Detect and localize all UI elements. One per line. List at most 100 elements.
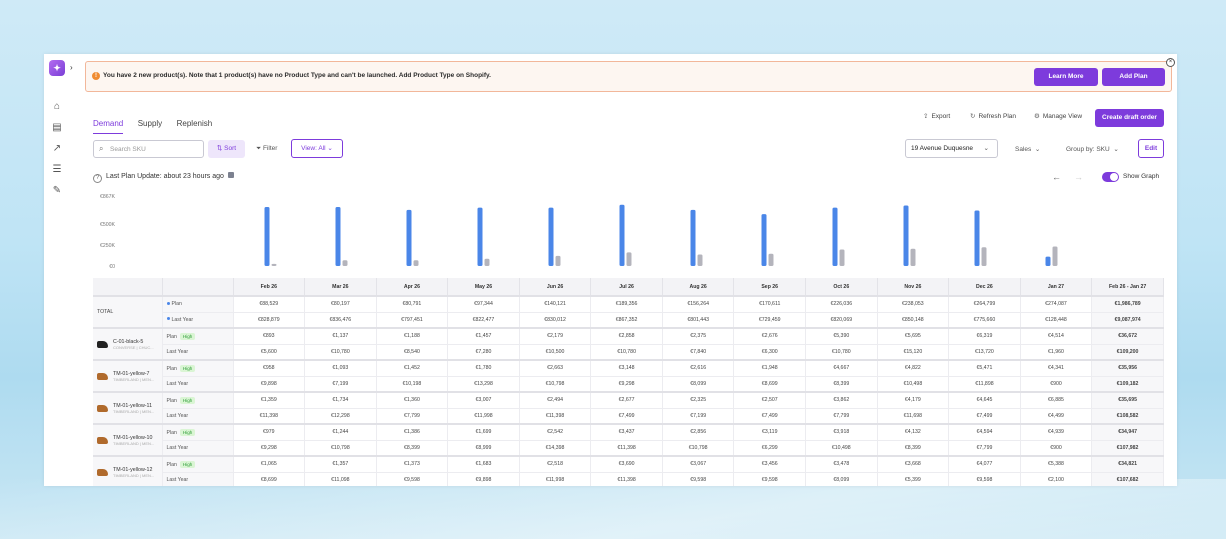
- plan-bar[interactable]: [264, 206, 270, 266]
- table-cell[interactable]: €3,148: [590, 359, 663, 377]
- table-cell[interactable]: €3,918: [805, 423, 878, 441]
- table-cell[interactable]: €893: [233, 327, 306, 345]
- last-year-bar[interactable]: [1052, 246, 1058, 266]
- plan-bar[interactable]: [832, 207, 838, 266]
- column-header[interactable]: Mar 26: [304, 278, 377, 296]
- plan-bar[interactable]: [335, 206, 341, 266]
- table-cell[interactable]: €1,948: [733, 359, 806, 377]
- table-cell[interactable]: €979: [233, 423, 306, 441]
- table-cell[interactable]: €5,390: [805, 327, 878, 345]
- last-year-bar[interactable]: [626, 252, 632, 266]
- sort-button[interactable]: ⇅ Sort: [208, 140, 245, 158]
- table-cell[interactable]: €3,007: [447, 391, 520, 409]
- plan-bar[interactable]: [406, 209, 412, 266]
- edit-button[interactable]: Edit: [1138, 139, 1164, 158]
- last-year-bar[interactable]: [413, 260, 419, 266]
- search-field[interactable]: ⌕: [93, 140, 204, 158]
- table-cell[interactable]: €1,359: [233, 391, 306, 409]
- column-header[interactable]: Jun 26: [519, 278, 592, 296]
- table-cell[interactable]: €2,616: [662, 359, 735, 377]
- table-cell[interactable]: €4,645: [948, 391, 1021, 409]
- table-cell[interactable]: €1,360: [376, 391, 449, 409]
- table-cell[interactable]: €1,734: [304, 391, 377, 409]
- plan-bar[interactable]: [974, 210, 980, 266]
- plan-bar[interactable]: [690, 209, 696, 266]
- table-cell[interactable]: €6,319: [948, 327, 1021, 345]
- table-cell[interactable]: €4,132: [877, 423, 950, 441]
- table-cell[interactable]: €1,683: [447, 455, 520, 473]
- show-graph-toggle[interactable]: [1102, 172, 1119, 182]
- table-cell[interactable]: €4,939: [1020, 423, 1093, 441]
- table-cell[interactable]: €1,137: [304, 327, 377, 345]
- list-icon[interactable]: ☰: [52, 164, 62, 175]
- table-cell[interactable]: €4,179: [877, 391, 950, 409]
- tab-demand[interactable]: Demand: [93, 119, 124, 134]
- table-cell[interactable]: €6,885: [1020, 391, 1093, 409]
- add-plan-button[interactable]: Add Plan: [1102, 68, 1165, 86]
- table-cell[interactable]: €36,672: [1091, 327, 1164, 345]
- table-cell[interactable]: €3,456: [733, 455, 806, 473]
- table-cell[interactable]: €5,388: [1020, 455, 1093, 473]
- column-header[interactable]: Dec 26: [948, 278, 1021, 296]
- plan-bar[interactable]: [761, 214, 767, 266]
- product-cell[interactable]: TM-01-yellow-11 TIMBERLAND | MEN...: [93, 391, 163, 425]
- create-draft-order-button[interactable]: Create draft order: [1095, 109, 1164, 127]
- table-cell[interactable]: €2,375: [662, 327, 735, 345]
- manage-view-button[interactable]: ⚙ Manage View: [1034, 112, 1082, 120]
- column-header[interactable]: Nov 26: [877, 278, 950, 296]
- column-header[interactable]: Feb 26: [233, 278, 306, 296]
- table-cell[interactable]: €35,956: [1091, 359, 1164, 377]
- table-cell[interactable]: €1,188: [376, 327, 449, 345]
- plan-bar[interactable]: [477, 207, 483, 266]
- export-button[interactable]: ⇪ Export: [923, 112, 950, 120]
- table-cell[interactable]: €5,471: [948, 359, 1021, 377]
- table-cell[interactable]: €1,386: [376, 423, 449, 441]
- table-cell[interactable]: €2,856: [662, 423, 735, 441]
- group-by-select[interactable]: Group by: SKU ⌄: [1066, 145, 1119, 153]
- product-cell[interactable]: TM-01-yellow-10 TIMBERLAND | MEN...: [93, 423, 163, 457]
- column-header[interactable]: May 26: [447, 278, 520, 296]
- table-cell[interactable]: €2,518: [519, 455, 592, 473]
- table-cell[interactable]: €1,373: [376, 455, 449, 473]
- last-year-bar[interactable]: [839, 249, 845, 266]
- column-header-total[interactable]: Feb 26 - Jan 27: [1091, 278, 1164, 296]
- wrench-icon[interactable]: ✎: [52, 185, 62, 196]
- table-cell[interactable]: €3,119: [733, 423, 806, 441]
- column-header[interactable]: Apr 26: [376, 278, 449, 296]
- plan-bar[interactable]: [548, 207, 554, 266]
- table-cell[interactable]: €4,077: [948, 455, 1021, 473]
- table-cell[interactable]: €1,357: [304, 455, 377, 473]
- table-cell[interactable]: €1,244: [304, 423, 377, 441]
- table-cell[interactable]: €4,594: [948, 423, 1021, 441]
- product-cell[interactable]: C-01-black-5 CONVERSE | CHUC...: [93, 327, 163, 361]
- close-icon[interactable]: ×: [1166, 58, 1175, 67]
- table-cell[interactable]: €4,667: [805, 359, 878, 377]
- table-cell[interactable]: €4,822: [877, 359, 950, 377]
- plan-bar[interactable]: [903, 205, 909, 266]
- column-header[interactable]: Jul 26: [590, 278, 663, 296]
- plan-bar[interactable]: [1045, 256, 1051, 266]
- table-cell[interactable]: €1,093: [304, 359, 377, 377]
- last-year-bar[interactable]: [981, 247, 987, 266]
- table-cell[interactable]: €2,663: [519, 359, 592, 377]
- last-year-bar[interactable]: [768, 253, 774, 266]
- table-cell[interactable]: €2,676: [733, 327, 806, 345]
- view-select[interactable]: View: All ⌄: [291, 139, 343, 158]
- table-cell[interactable]: €4,514: [1020, 327, 1093, 345]
- learn-more-button[interactable]: Learn More: [1034, 68, 1098, 86]
- last-year-bar[interactable]: [555, 255, 561, 266]
- arrow-right-icon[interactable]: →: [1074, 172, 1083, 182]
- table-cell[interactable]: €2,325: [662, 391, 735, 409]
- table-cell[interactable]: €5,695: [877, 327, 950, 345]
- product-cell[interactable]: TM-01-yellow-12 TIMBERLAND | MEN...: [93, 455, 163, 486]
- table-cell[interactable]: €2,677: [590, 391, 663, 409]
- column-header[interactable]: Aug 26: [662, 278, 735, 296]
- refresh-plan-button[interactable]: ↻ Refresh Plan: [970, 112, 1016, 120]
- table-cell[interactable]: €3,668: [877, 455, 950, 473]
- table-cell[interactable]: €2,542: [519, 423, 592, 441]
- table-cell[interactable]: €1,457: [447, 327, 520, 345]
- trend-icon[interactable]: ↗: [52, 143, 62, 154]
- last-year-bar[interactable]: [271, 263, 277, 266]
- table-cell[interactable]: €2,179: [519, 327, 592, 345]
- table-cell[interactable]: €3,862: [805, 391, 878, 409]
